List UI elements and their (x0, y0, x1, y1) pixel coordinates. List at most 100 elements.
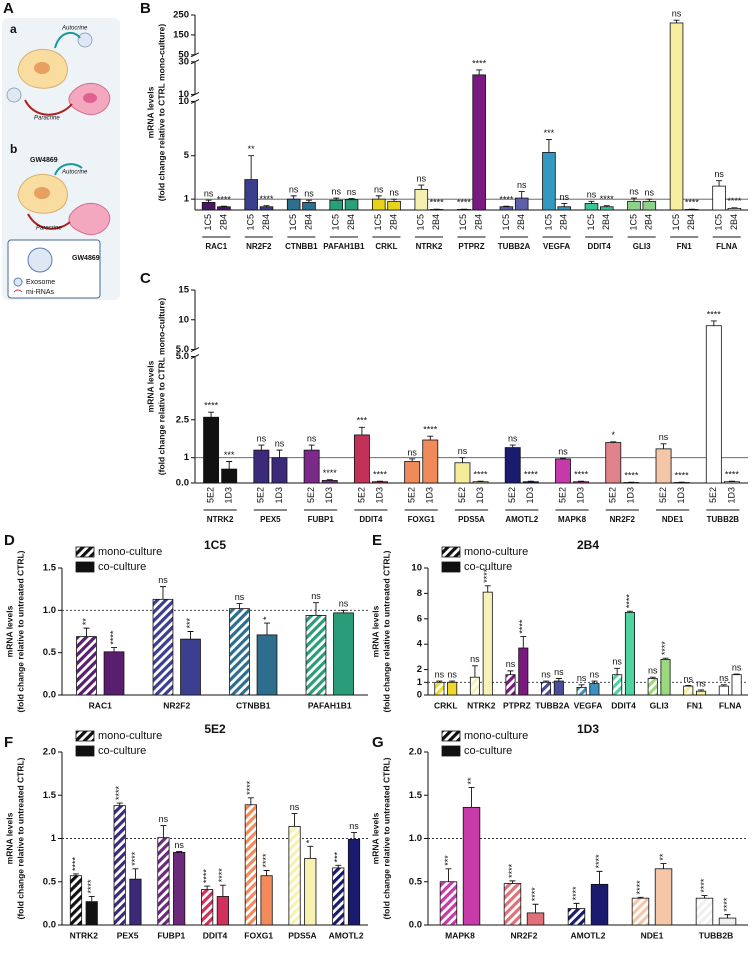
x-tick-label: PDS5A (288, 930, 316, 940)
x-sub-label: 2B4 (346, 214, 356, 230)
y-axis-label: (fold change relative to untreated CTRL) (15, 757, 25, 919)
bar (333, 612, 354, 696)
error-bar (248, 155, 255, 180)
axis-break (190, 98, 200, 104)
error-bar (204, 885, 211, 890)
legend-label: mono-culture (98, 730, 162, 742)
significance: **** (423, 425, 438, 435)
y-tick-label: 0.5 (409, 876, 423, 887)
bar (541, 681, 552, 696)
y-tick-label: 4 (417, 639, 423, 650)
significance: * (305, 839, 315, 843)
bar (472, 481, 489, 484)
error-bar (543, 680, 550, 683)
error-bar (561, 203, 568, 207)
error-bar (290, 195, 297, 200)
bar (303, 449, 320, 484)
y-axis-label: (fold change relative to CTRL mono-cultu… (156, 24, 166, 202)
error-bar (578, 480, 585, 482)
significance: *** (357, 416, 368, 426)
error-bar (503, 205, 510, 207)
bar (654, 868, 673, 926)
x-tick-label: NR2F2 (246, 242, 272, 251)
chart-title: 2B4 (577, 538, 599, 552)
significance: **** (259, 194, 274, 204)
x-sub-label: 1D3 (626, 487, 636, 504)
x-tick-label: PAFAH1B1 (323, 242, 365, 251)
x-sub-label: 2B4 (474, 214, 484, 230)
error-bar (728, 480, 735, 482)
x-tick-label: TUBB2B (699, 930, 733, 940)
annotation: GW4869 (72, 255, 100, 262)
panel-letter: C (140, 270, 151, 287)
error-bar (710, 320, 717, 326)
error-bar (307, 845, 314, 859)
error-bar (208, 411, 215, 418)
bar (344, 199, 359, 211)
bar (439, 881, 458, 926)
x-tick-label: DDIT4 (611, 700, 636, 710)
significance: ns (659, 432, 669, 442)
significance: **** (430, 198, 445, 208)
significance: **** (725, 470, 740, 480)
bar (514, 197, 529, 211)
axis-break (190, 354, 200, 359)
bar (201, 201, 216, 211)
x-sub-label: 5E2 (608, 487, 618, 503)
panel-letter: D (4, 532, 15, 549)
error-bar (520, 636, 527, 649)
bar (642, 200, 657, 211)
significance: ** (466, 777, 476, 785)
significance: ** (248, 144, 256, 154)
error-bar (351, 831, 358, 840)
significance: ns (275, 438, 285, 448)
significance: ns (541, 669, 551, 679)
x-tick-label: MAPK8 (445, 930, 475, 940)
x-sub-label: 5E2 (507, 487, 517, 503)
bar (76, 636, 97, 696)
significance: ns (347, 187, 357, 197)
significance: ns (235, 592, 245, 602)
y-tick-label: 1 (184, 194, 190, 205)
y-axis-label: (fold change relative to untreated CTRL) (381, 757, 391, 919)
panel-letter: E (372, 532, 382, 549)
bar (612, 674, 623, 696)
x-sub-label: 5E2 (205, 487, 215, 503)
significance: **** (624, 471, 639, 481)
error-bar (348, 198, 355, 200)
bar (332, 867, 345, 926)
significance: ns (648, 666, 658, 676)
y-tick-label: 2.5 (176, 414, 190, 425)
arrow (54, 31, 81, 49)
legend-label: Exosome (26, 279, 55, 286)
bar (624, 612, 635, 696)
error-bar (132, 868, 139, 880)
significance: **** (699, 878, 709, 893)
significance: ns (696, 678, 706, 688)
x-sub-label: 1C5 (246, 214, 256, 231)
bar (157, 837, 170, 926)
bar (472, 74, 486, 211)
error-bar (527, 480, 534, 482)
x-tick-label: FN1 (677, 242, 693, 251)
bar (505, 674, 516, 696)
x-sub-label: 1D3 (374, 487, 384, 504)
significance: ** (658, 853, 668, 861)
error-bar (660, 863, 667, 869)
significance: ns (672, 9, 682, 19)
error-bar (545, 138, 552, 153)
x-sub-label: 5E2 (407, 487, 417, 503)
x-sub-label: 1D3 (575, 487, 585, 504)
significance: ns (407, 447, 417, 457)
error-bar (326, 479, 333, 481)
error-bar (308, 444, 315, 451)
bar (69, 875, 83, 926)
significance: ns (559, 192, 569, 202)
legend-symbol (13, 289, 23, 293)
error-bar (698, 689, 705, 692)
significance: **** (707, 309, 722, 319)
error-bar (573, 902, 580, 909)
y-axis-label: mRNA levels (370, 812, 380, 864)
bar (557, 206, 572, 211)
bar (173, 851, 186, 926)
